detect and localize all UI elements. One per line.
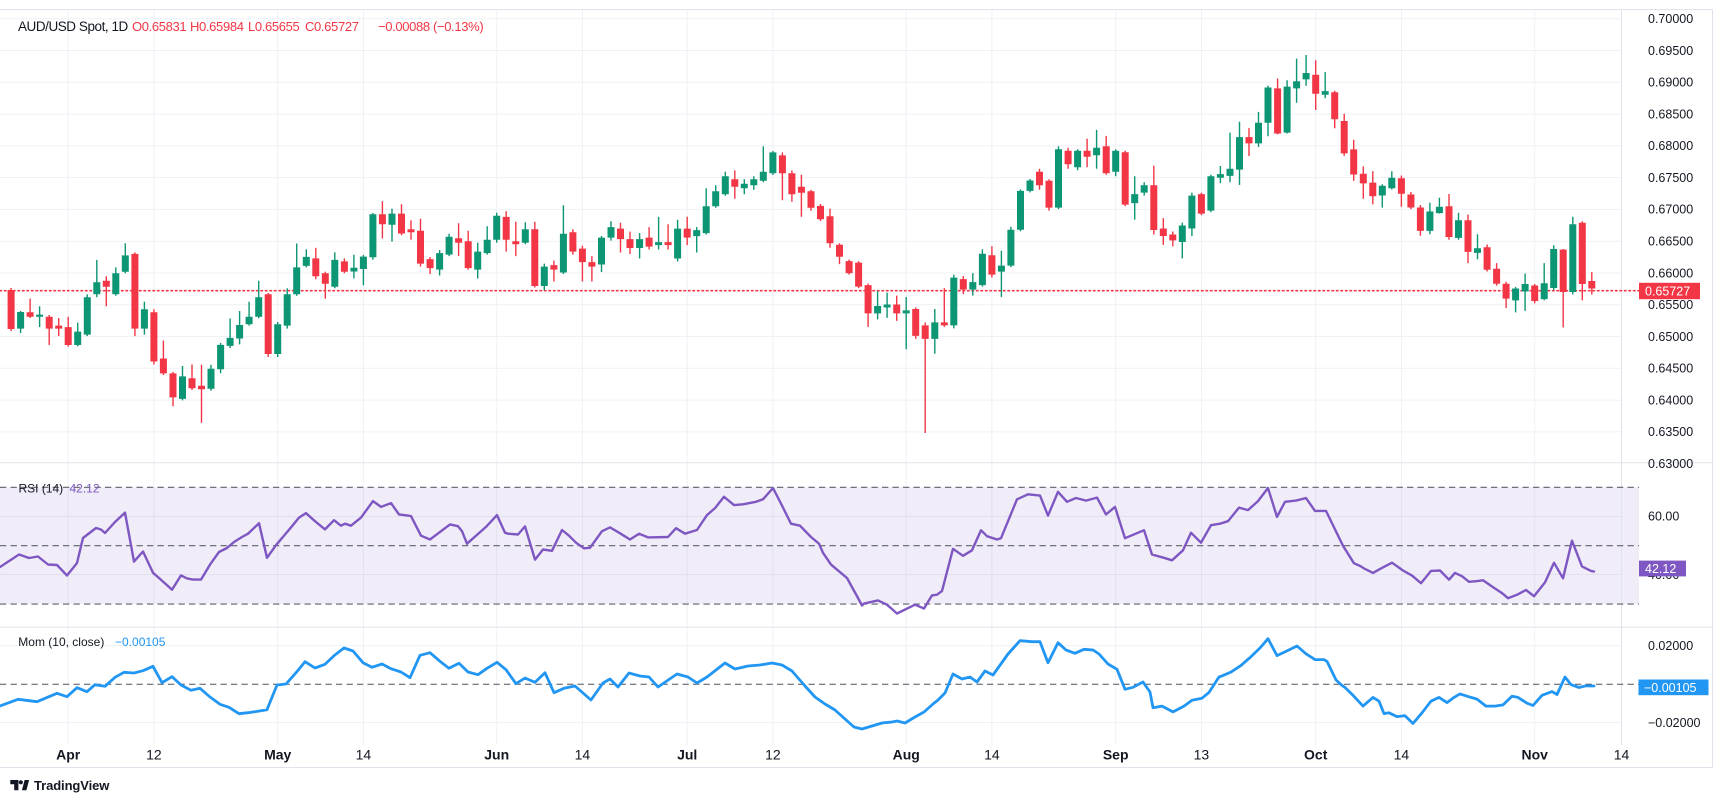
svg-text:Aug: Aug — [893, 747, 920, 763]
svg-text:0.66500: 0.66500 — [1648, 235, 1693, 249]
svg-text:0.65000: 0.65000 — [1648, 330, 1693, 344]
svg-text:H0.65984: H0.65984 — [190, 19, 244, 34]
svg-text:0.65500: 0.65500 — [1648, 298, 1693, 312]
svg-text:0.69500: 0.69500 — [1648, 44, 1693, 58]
svg-text:May: May — [264, 747, 291, 763]
svg-text:0.66000: 0.66000 — [1648, 266, 1693, 280]
svg-text:O0.65831: O0.65831 — [132, 19, 186, 34]
svg-text:14: 14 — [575, 747, 591, 763]
svg-text:Apr: Apr — [56, 747, 81, 763]
svg-text:C0.65727: C0.65727 — [305, 19, 359, 34]
svg-text:60.00: 60.00 — [1648, 510, 1679, 524]
svg-text:0.65727: 0.65727 — [1645, 284, 1690, 298]
svg-text:42.12: 42.12 — [70, 482, 100, 496]
svg-text:12: 12 — [765, 747, 781, 763]
svg-text:14: 14 — [1614, 747, 1630, 763]
svg-text:0.02000: 0.02000 — [1648, 639, 1693, 653]
svg-text:13: 13 — [1194, 747, 1210, 763]
svg-text:Jun: Jun — [484, 747, 509, 763]
svg-text:Sep: Sep — [1103, 747, 1129, 763]
svg-text:42.12: 42.12 — [1645, 562, 1676, 576]
svg-text:0.63000: 0.63000 — [1648, 457, 1693, 471]
svg-text:−0.00105: −0.00105 — [1644, 681, 1697, 695]
svg-text:0.67000: 0.67000 — [1648, 203, 1693, 217]
svg-text:0.63500: 0.63500 — [1648, 425, 1693, 439]
svg-text:14: 14 — [984, 747, 1000, 763]
svg-text:0.64500: 0.64500 — [1648, 362, 1693, 376]
svg-text:0.70000: 0.70000 — [1648, 12, 1693, 26]
svg-text:L0.65655: L0.65655 — [248, 19, 300, 34]
svg-text:Jul: Jul — [677, 747, 697, 763]
svg-text:TradingView: TradingView — [34, 778, 110, 793]
svg-text:−0.00088 (−0.13%): −0.00088 (−0.13%) — [378, 19, 483, 34]
svg-text:0.64000: 0.64000 — [1648, 393, 1693, 407]
svg-text:12: 12 — [146, 747, 162, 763]
svg-text:0.69000: 0.69000 — [1648, 76, 1693, 90]
svg-text:AUD/USD Spot, 1D: AUD/USD Spot, 1D — [18, 19, 129, 34]
svg-text:14: 14 — [1394, 747, 1410, 763]
svg-text:−0.00105: −0.00105 — [115, 635, 166, 649]
svg-text:−0.02000: −0.02000 — [1648, 716, 1701, 730]
svg-text:14: 14 — [356, 747, 372, 763]
svg-text:0.68000: 0.68000 — [1648, 139, 1693, 153]
svg-text:Nov: Nov — [1521, 747, 1548, 763]
svg-text:0.68500: 0.68500 — [1648, 107, 1693, 121]
svg-text:Mom (10, close): Mom (10, close) — [18, 635, 104, 649]
svg-text:RSI (14): RSI (14) — [19, 482, 64, 496]
svg-text:0.67500: 0.67500 — [1648, 171, 1693, 185]
svg-text:Oct: Oct — [1304, 747, 1328, 763]
